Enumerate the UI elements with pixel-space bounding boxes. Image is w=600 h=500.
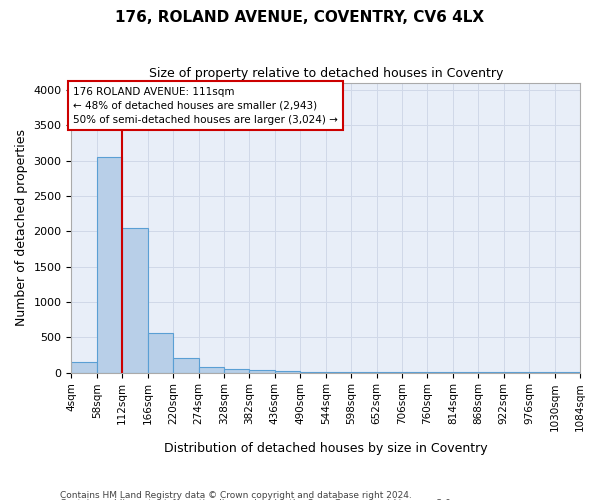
Y-axis label: Number of detached properties: Number of detached properties xyxy=(15,130,28,326)
Text: 176, ROLAND AVENUE, COVENTRY, CV6 4LX: 176, ROLAND AVENUE, COVENTRY, CV6 4LX xyxy=(115,10,485,25)
X-axis label: Distribution of detached houses by size in Coventry: Distribution of detached houses by size … xyxy=(164,442,488,455)
Bar xyxy=(173,358,199,372)
Bar xyxy=(250,370,275,372)
Bar xyxy=(71,362,97,372)
Bar xyxy=(97,157,122,372)
Bar xyxy=(148,333,173,372)
Bar xyxy=(122,228,148,372)
Text: 176 ROLAND AVENUE: 111sqm
← 48% of detached houses are smaller (2,943)
50% of se: 176 ROLAND AVENUE: 111sqm ← 48% of detac… xyxy=(73,86,338,124)
Bar xyxy=(199,367,224,372)
Text: Contains public sector information licensed under the Open Government Licence v3: Contains public sector information licen… xyxy=(60,499,454,500)
Title: Size of property relative to detached houses in Coventry: Size of property relative to detached ho… xyxy=(149,68,503,80)
Bar xyxy=(224,368,250,372)
Text: Contains HM Land Registry data © Crown copyright and database right 2024.: Contains HM Land Registry data © Crown c… xyxy=(60,490,412,500)
